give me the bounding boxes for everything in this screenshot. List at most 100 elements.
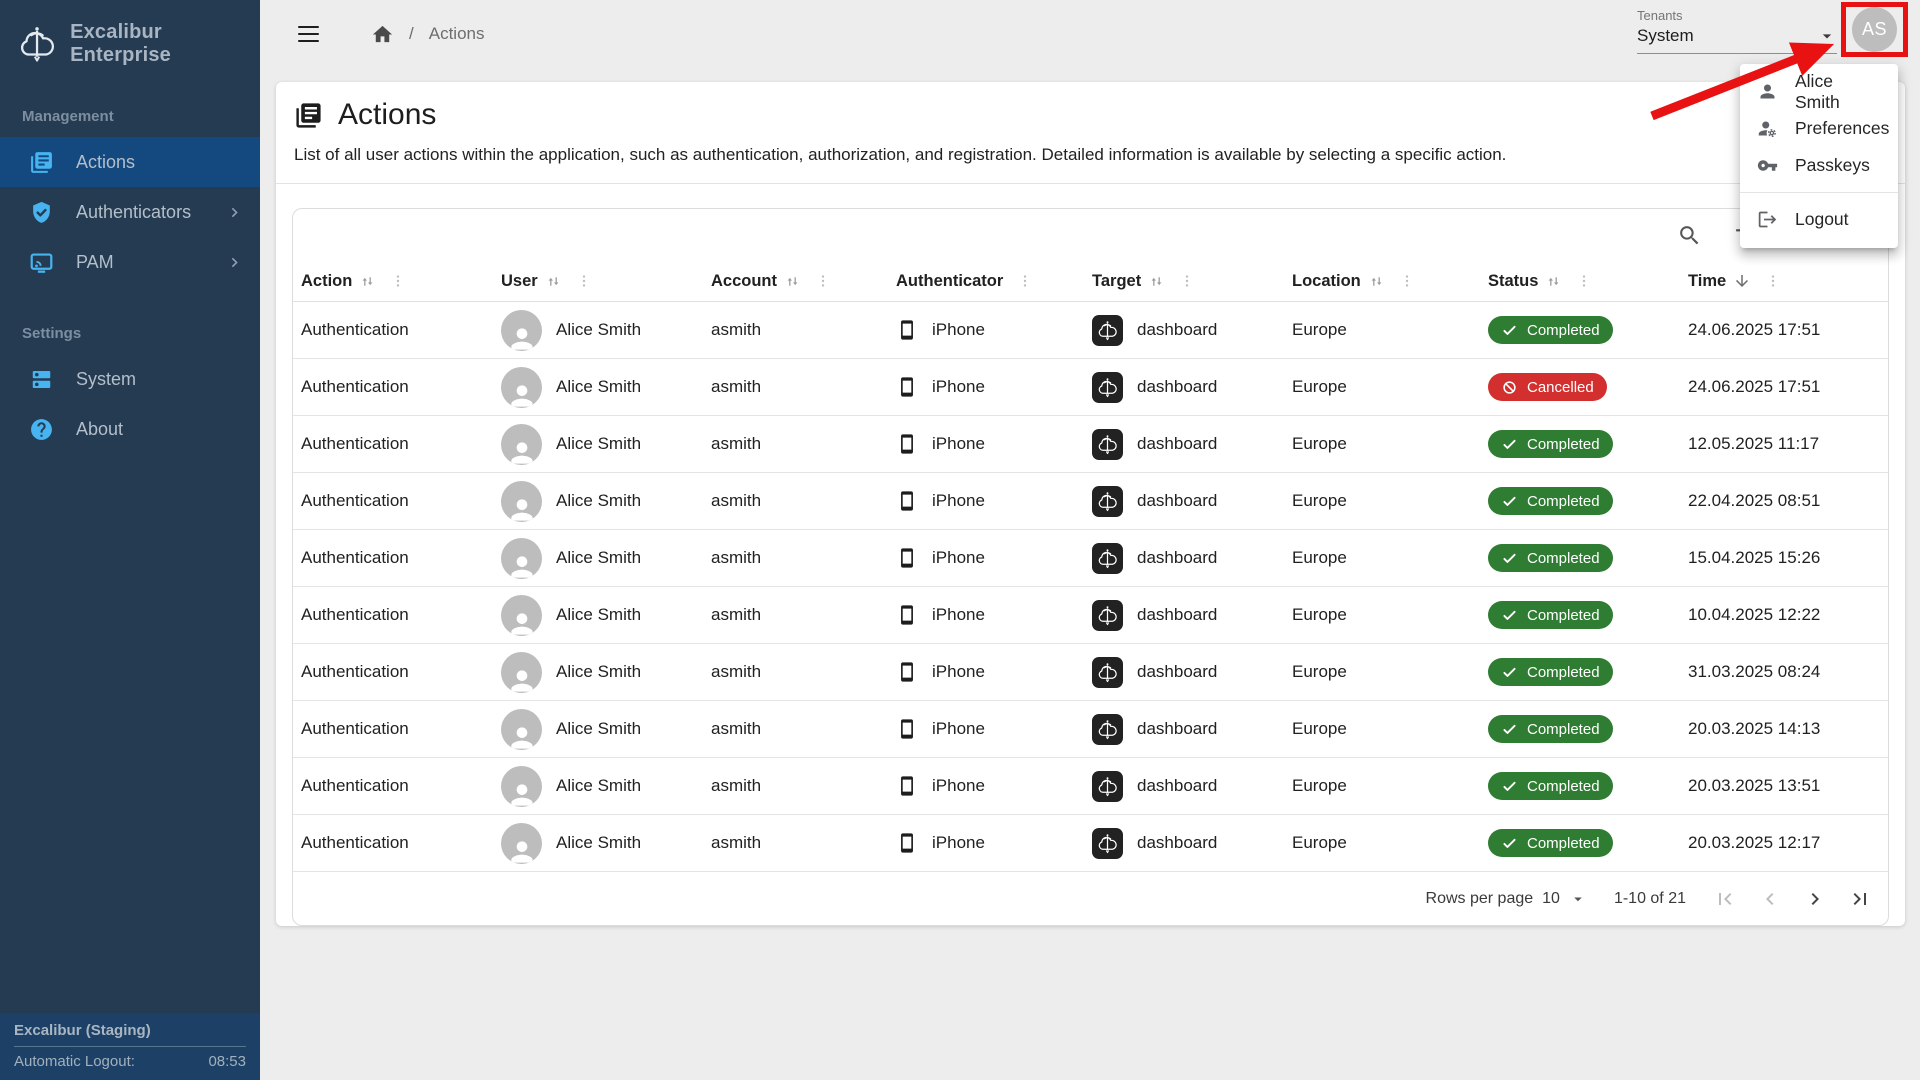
check-icon: [1501, 835, 1518, 852]
table-row[interactable]: Authentication Alice Smith asmith iPhone…: [293, 359, 1888, 416]
cell-target: dashboard: [1084, 485, 1284, 517]
smartphone-icon: [896, 832, 918, 854]
chevron-down-icon: [1569, 890, 1587, 908]
cell-account: asmith: [711, 719, 762, 738]
menu-item-profile[interactable]: Alice Smith: [1740, 71, 1898, 112]
cell-time: 24.06.2025 17:51: [1688, 320, 1821, 339]
sidebar-item-authenticators[interactable]: Authenticators: [0, 187, 260, 237]
menu-item-logout[interactable]: Logout: [1740, 201, 1898, 238]
excalibur-target-icon: [1092, 542, 1123, 574]
cell-user: Alice Smith: [493, 480, 703, 522]
cell-status: Completed: [1480, 715, 1680, 743]
column-menu-icon[interactable]: [576, 273, 592, 289]
column-menu-icon[interactable]: [1017, 273, 1033, 289]
rows-per-page-select[interactable]: Rows per page 10: [1426, 890, 1587, 908]
menu-toggle-button[interactable]: [294, 22, 323, 47]
sort-icon[interactable]: [359, 273, 376, 290]
check-icon: [1501, 664, 1518, 681]
table-header-row: Action User Account Authenticator Target…: [293, 261, 1888, 302]
cell-status: Cancelled: [1480, 373, 1680, 401]
table-row[interactable]: Authentication Alice Smith asmith iPhone…: [293, 644, 1888, 701]
cell-action: Authentication: [301, 377, 409, 396]
user-avatar-button[interactable]: AS: [1852, 7, 1897, 52]
topbar: / Actions Tenants System AS: [260, 0, 1920, 68]
app-title: Excalibur Enterprise: [70, 21, 171, 66]
cell-time: 20.03.2025 14:13: [1688, 719, 1821, 738]
sort-icon[interactable]: [1545, 273, 1562, 290]
sidebar-item-about[interactable]: About: [0, 404, 260, 454]
cell-status: Completed: [1480, 601, 1680, 629]
cell-time: 10.04.2025 12:22: [1688, 605, 1821, 624]
column-menu-icon[interactable]: [390, 273, 406, 289]
help-icon: [29, 417, 54, 442]
sort-icon[interactable]: [545, 273, 562, 290]
smartphone-icon: [896, 661, 918, 683]
excalibur-target-icon: [1092, 713, 1123, 745]
cell-action: Authentication: [301, 434, 409, 453]
sort-desc-icon[interactable]: [1733, 272, 1751, 290]
table-row[interactable]: Authentication Alice Smith asmith iPhone…: [293, 587, 1888, 644]
column-menu-icon[interactable]: [1765, 273, 1781, 289]
person-icon: [1757, 81, 1778, 102]
sort-icon[interactable]: [784, 273, 801, 290]
column-menu-icon[interactable]: [1399, 273, 1415, 289]
manage-accounts-icon: [1757, 118, 1778, 139]
sort-icon[interactable]: [1148, 273, 1165, 290]
table-row[interactable]: Authentication Alice Smith asmith iPhone…: [293, 701, 1888, 758]
cell-account: asmith: [711, 662, 762, 681]
user-avatar: [501, 594, 542, 636]
table-row[interactable]: Authentication Alice Smith asmith iPhone…: [293, 815, 1888, 872]
cell-action: Authentication: [301, 719, 409, 738]
cell-time: 12.05.2025 11:17: [1688, 434, 1820, 453]
next-page-icon[interactable]: [1803, 887, 1827, 911]
cell-user: Alice Smith: [493, 822, 703, 864]
search-icon[interactable]: [1677, 223, 1702, 248]
sidebar-item-pam[interactable]: PAM: [0, 237, 260, 287]
environment-label: Excalibur (Staging): [14, 1022, 151, 1039]
table-row[interactable]: Authentication Alice Smith asmith iPhone…: [293, 473, 1888, 530]
column-menu-icon[interactable]: [1179, 273, 1195, 289]
cell-authenticator: iPhone: [888, 718, 1084, 740]
status-label: Completed: [1527, 663, 1600, 681]
home-icon[interactable]: [371, 23, 394, 46]
cell-authenticator: iPhone: [888, 490, 1084, 512]
excalibur-target-icon: [1092, 599, 1123, 631]
cell-location: Europe: [1292, 776, 1347, 795]
sidebar-item-actions[interactable]: Actions: [0, 137, 260, 187]
cell-authenticator: iPhone: [888, 319, 1084, 341]
block-icon: [1501, 379, 1518, 396]
table-row[interactable]: Authentication Alice Smith asmith iPhone…: [293, 416, 1888, 473]
main-area: / Actions Tenants System AS Actions List…: [260, 0, 1920, 1080]
auto-logout-timer: 08:53: [208, 1053, 246, 1070]
auto-logout-label: Automatic Logout:: [14, 1053, 135, 1070]
chevron-down-icon: [1817, 26, 1837, 46]
logout-icon: [1757, 209, 1778, 230]
table-row[interactable]: Authentication Alice Smith asmith iPhone…: [293, 530, 1888, 587]
sidebar-item-system[interactable]: System: [0, 354, 260, 404]
person-icon: [506, 494, 538, 522]
column-menu-icon[interactable]: [1576, 273, 1592, 289]
status-label: Completed: [1527, 720, 1600, 738]
status-badge: Completed: [1488, 772, 1613, 800]
cell-account: asmith: [711, 377, 762, 396]
sort-icon[interactable]: [1368, 273, 1385, 290]
cell-user: Alice Smith: [493, 309, 703, 351]
smartphone-icon: [896, 604, 918, 626]
table-row[interactable]: Authentication Alice Smith asmith iPhone…: [293, 758, 1888, 815]
actions-card: Actions List of all user actions within …: [276, 82, 1905, 926]
last-page-icon[interactable]: [1848, 887, 1872, 911]
check-icon: [1501, 436, 1518, 453]
cell-time: 22.04.2025 08:51: [1688, 491, 1821, 510]
cell-user: Alice Smith: [493, 765, 703, 807]
tenant-select[interactable]: Tenants System: [1637, 8, 1837, 54]
table-row[interactable]: Authentication Alice Smith asmith iPhone…: [293, 302, 1888, 359]
menu-item-label: Preferences: [1795, 118, 1890, 138]
cell-location: Europe: [1292, 719, 1347, 738]
menu-item-label: Passkeys: [1795, 155, 1870, 175]
cell-status: Completed: [1480, 316, 1680, 344]
cell-target: dashboard: [1084, 371, 1284, 403]
column-menu-icon[interactable]: [815, 273, 831, 289]
menu-item-passkeys[interactable]: Passkeys: [1740, 147, 1898, 184]
status-label: Completed: [1527, 549, 1600, 567]
menu-item-preferences[interactable]: Preferences: [1740, 110, 1898, 147]
